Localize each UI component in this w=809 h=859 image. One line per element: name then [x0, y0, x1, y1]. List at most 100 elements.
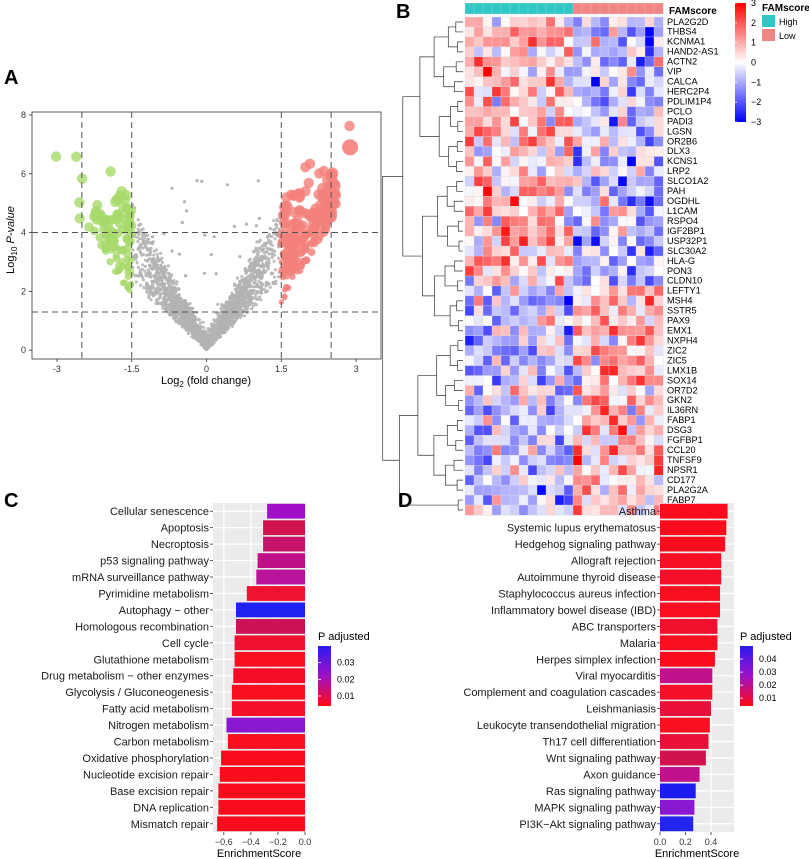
gene-label: CALCA	[667, 77, 699, 87]
color-scale-label: 1	[751, 38, 756, 48]
volcano-point-ns	[266, 267, 270, 271]
volcano-point-up	[280, 207, 291, 218]
volcano-point-ns	[167, 275, 171, 279]
heatmap-cell	[626, 325, 637, 337]
heatmap-cell	[644, 106, 655, 117]
heatmap-cell	[518, 435, 529, 446]
heatmap-cell	[527, 26, 538, 38]
heatmap-cell	[491, 126, 502, 137]
heatmap-cell	[635, 215, 646, 227]
heatmap-cell	[626, 494, 637, 506]
volcano-point-ns	[157, 301, 161, 305]
heatmap-cell	[536, 96, 547, 108]
heatmap-cell	[509, 66, 520, 78]
volcano-point-ns	[136, 227, 140, 231]
volcano-point-ns	[160, 260, 164, 265]
category-label: Complement and coagulation cascades	[463, 687, 656, 699]
heatmap-cell	[608, 435, 619, 446]
heatmap-cell	[617, 315, 628, 327]
heatmap-cell	[554, 494, 565, 506]
heatmap-cell	[635, 66, 646, 78]
heatmap-cell	[482, 325, 493, 337]
heatmap-cell	[491, 66, 502, 78]
kegg-bar-chart-c: Cellular senescenceApoptosisNecroptosisp…	[41, 503, 370, 859]
heatmap-cell	[527, 305, 538, 317]
volcano-point-ns	[259, 298, 263, 302]
annotation-cell-high	[554, 2, 565, 15]
heatmap-cell	[464, 275, 475, 287]
plot-background	[660, 503, 734, 832]
dendrogram-branch	[422, 215, 438, 297]
volcano-point-down	[106, 227, 118, 238]
x-tick-label: 0.4	[705, 837, 718, 847]
volcano-point-down	[98, 214, 111, 227]
heatmap-cell	[599, 196, 610, 207]
heatmap-cell	[500, 355, 511, 367]
dendrogram-branch	[437, 195, 448, 237]
volcano-point-ns	[222, 328, 226, 332]
heatmap-cell	[644, 395, 655, 406]
heatmap-cell	[482, 156, 493, 167]
heatmap-cell	[581, 116, 592, 127]
heatmap-cell	[536, 16, 547, 28]
volcano-point-down	[105, 166, 116, 177]
annotation-cell-high	[518, 2, 529, 15]
heatmap-cell	[653, 96, 664, 108]
gene-label: ZIC5	[667, 355, 687, 365]
bar	[660, 586, 720, 601]
heatmap-cell	[464, 255, 475, 267]
volcano-point-ns	[184, 328, 188, 332]
heatmap-cell	[635, 196, 646, 207]
heatmap-cell	[581, 126, 592, 137]
heatmap-cell	[626, 365, 637, 376]
bar	[660, 602, 720, 618]
heatmap-cell	[464, 106, 475, 117]
heatmap-cell	[473, 235, 484, 247]
heatmap-cell	[653, 325, 664, 337]
heatmap-cell	[518, 66, 529, 78]
heatmap-cell	[626, 275, 637, 287]
heatmap-cell	[608, 235, 619, 247]
heatmap-cell	[635, 305, 646, 317]
heatmap-cell	[635, 116, 646, 127]
heatmap-cell	[482, 355, 493, 367]
heatmap-cell	[581, 86, 592, 98]
gene-label: NXPH4	[667, 335, 698, 345]
heatmap-cell	[581, 36, 592, 48]
heatmap-cell	[473, 176, 484, 187]
heatmap-cell	[635, 325, 646, 337]
heatmap-cell	[563, 375, 574, 386]
volcano-point-up	[326, 167, 339, 179]
heatmap-cell	[464, 295, 475, 307]
x-tick-label: −0.4	[242, 837, 260, 847]
heatmap-cell	[545, 176, 556, 187]
heatmap-cell	[617, 385, 628, 396]
heatmap-cell	[500, 335, 511, 347]
heatmap-cell	[518, 176, 529, 187]
heatmap-cell	[482, 136, 493, 147]
heatmap-cell	[608, 96, 619, 108]
heatmap-cell	[554, 395, 565, 406]
volcano-point-ns	[174, 282, 178, 286]
heatmap-cell	[491, 136, 502, 147]
famscore-legend-label: High	[779, 17, 798, 27]
bar	[218, 783, 305, 799]
volcano-point-ns	[177, 293, 181, 297]
volcano-point-ns	[274, 279, 278, 283]
annotation-cell-low	[653, 2, 664, 15]
heatmap-cell	[509, 405, 520, 416]
volcano-point-ns	[168, 282, 173, 286]
heatmap-cell	[599, 385, 610, 396]
gene-label: PAX9	[667, 316, 690, 326]
heatmap-cell	[518, 166, 529, 177]
heatmap-cell	[527, 375, 538, 386]
heatmap-cell	[590, 225, 601, 237]
heatmap-cell	[500, 375, 511, 386]
bar	[263, 520, 305, 536]
volcano-point-ns	[150, 279, 154, 283]
heatmap-cell	[536, 455, 547, 466]
volcano-point-ns	[226, 316, 230, 320]
heatmap-cell	[599, 176, 610, 187]
heatmap-cell	[500, 415, 511, 426]
